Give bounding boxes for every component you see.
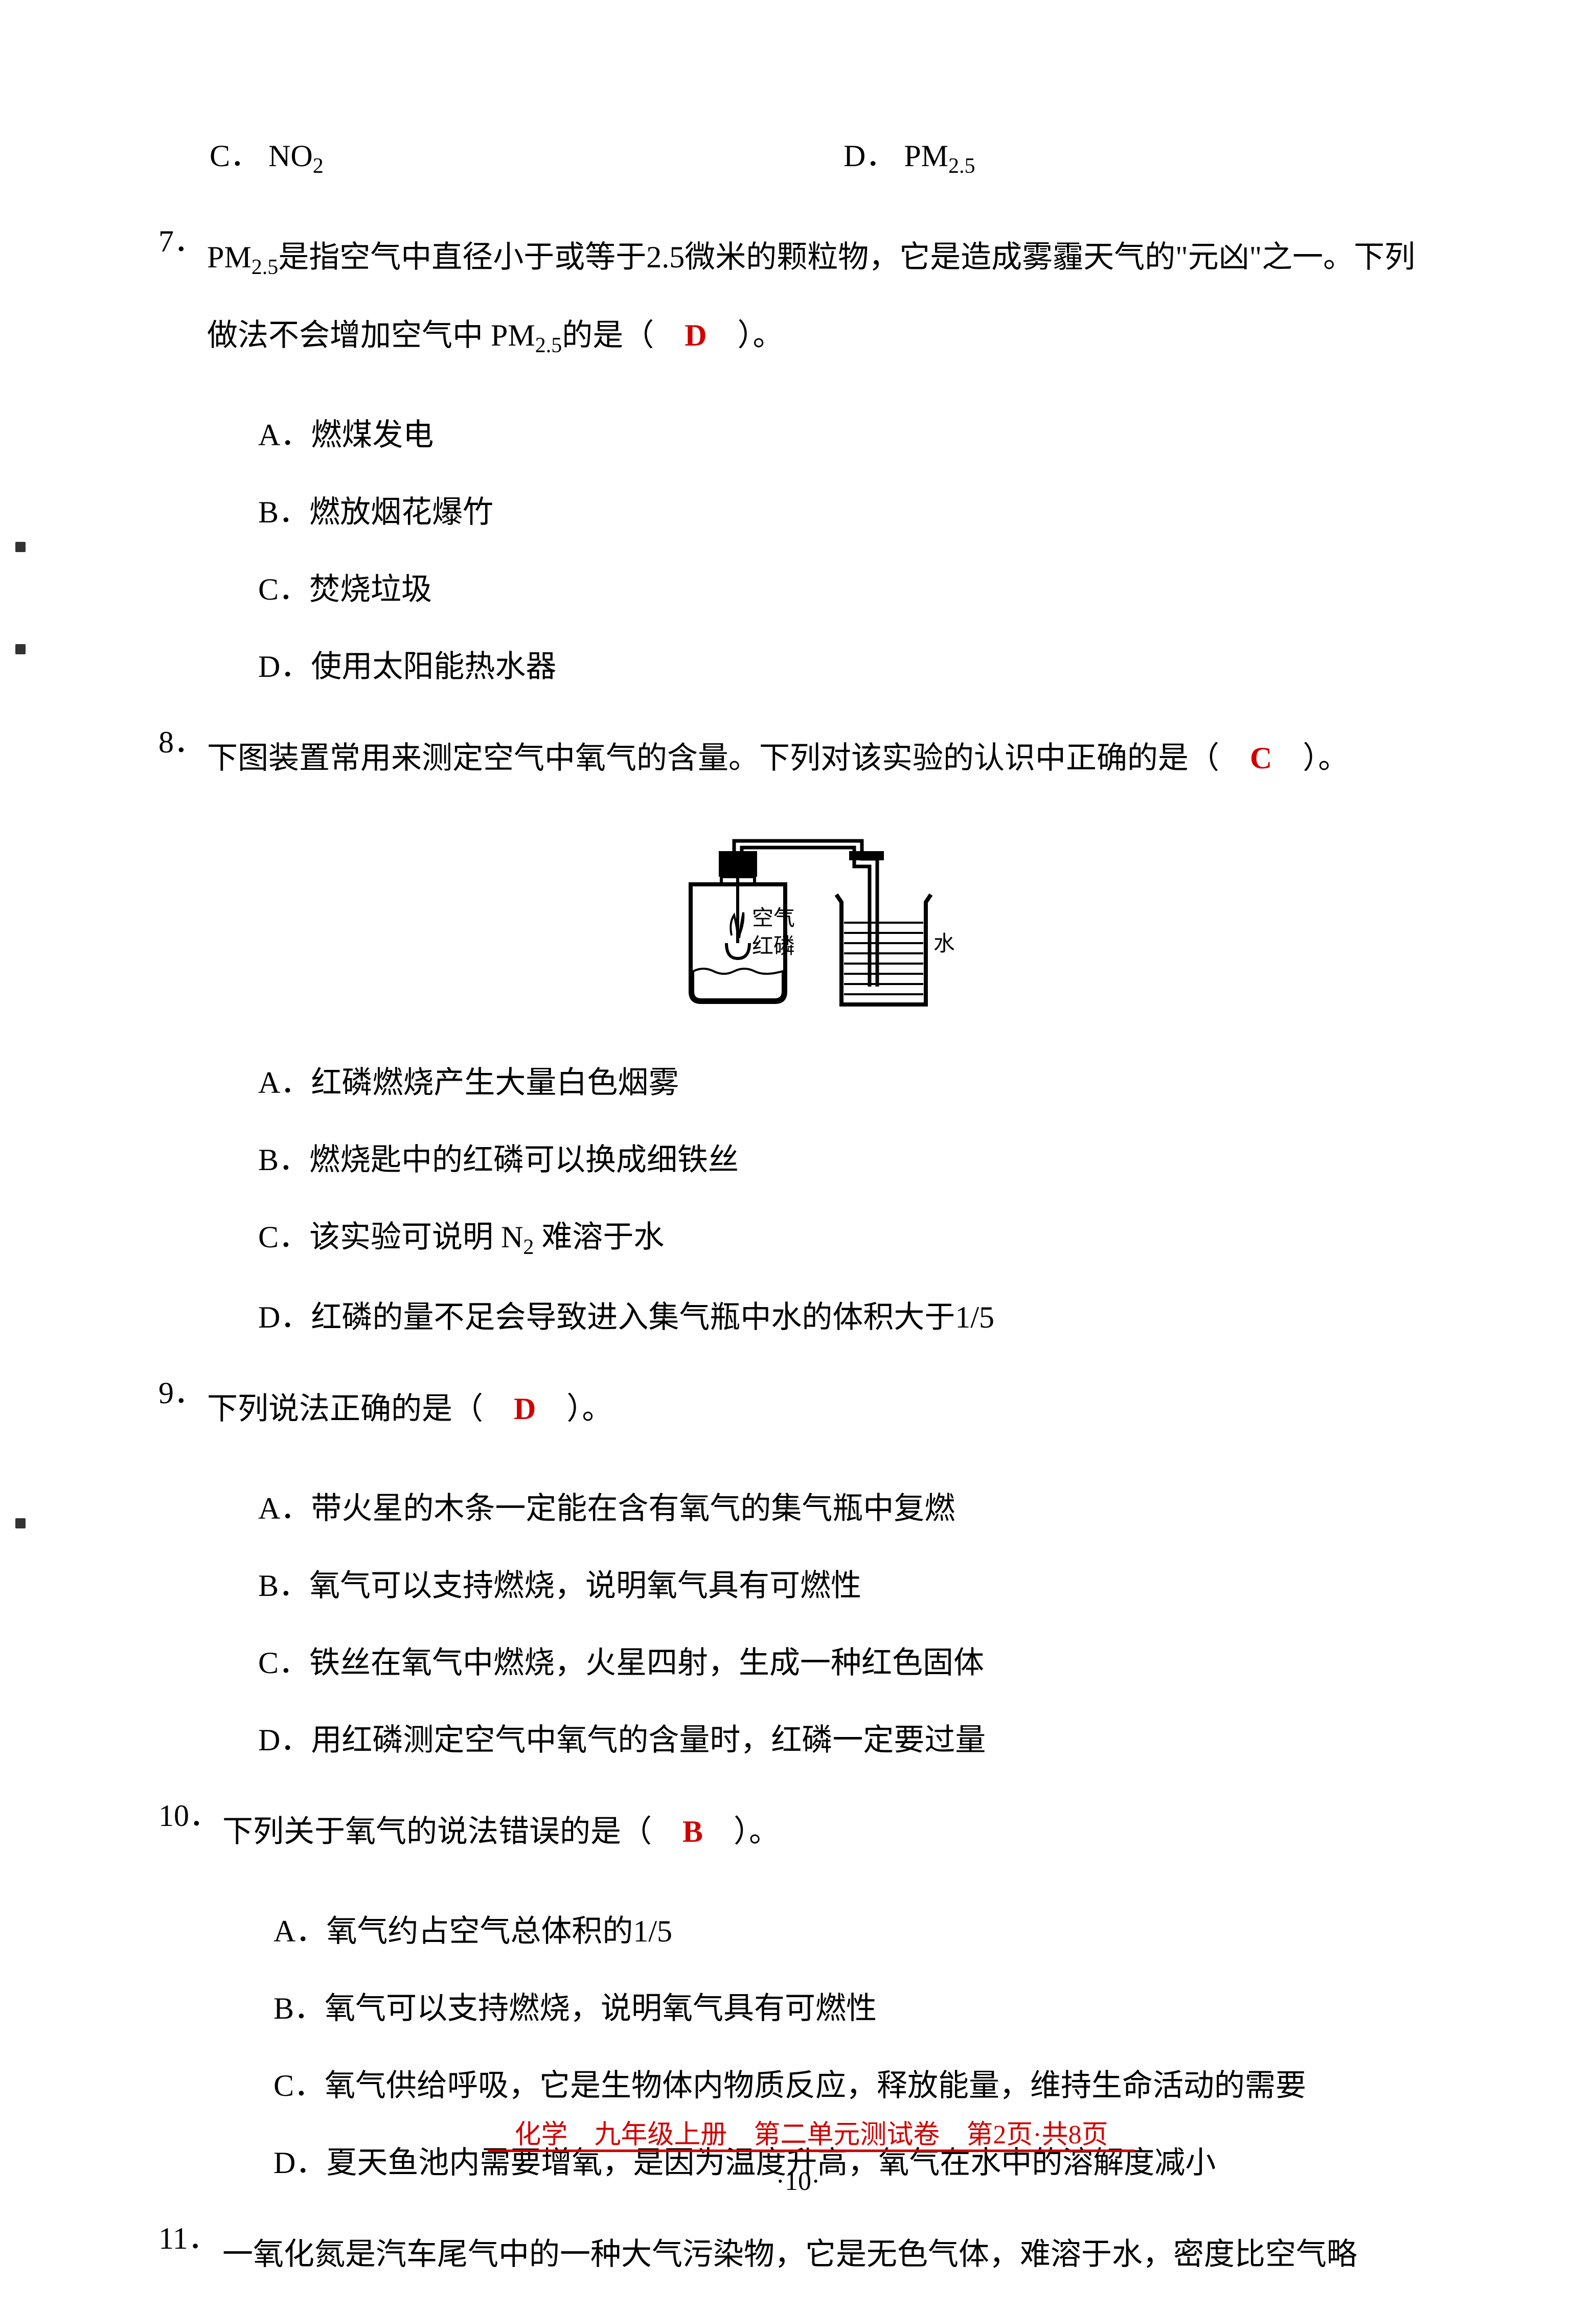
label-air: 空气 (752, 906, 795, 930)
question-number: 10． (158, 1793, 222, 1871)
q6-option-c: C． NO2 (210, 133, 843, 182)
q9-option-d: D．用红磷测定空气中氧气的含量时，红磷一定要过量 (158, 1716, 1443, 1765)
subscript: 2 (313, 154, 324, 178)
edge-mark (15, 542, 26, 552)
q10-option-c: C．氧气供给呼吸，它是生物体内物质反应，释放能量，维持生命活动的需要 (158, 2061, 1443, 2110)
page-footer: 化学 九年级上册 第二单元测试卷 第2页·共8页 ·10· (0, 2113, 1596, 2197)
question-8: 8． 下图装置常用来测定空气中氧气的含量。下列对该实验的认识中正确的是（ C ）… (158, 719, 1443, 1342)
option-label: C． (210, 139, 261, 173)
question-9: 9． 下列说法正确的是（ D ）。 A．带火星的木条一定能在含有氧气的集气瓶中复… (158, 1370, 1443, 1765)
question-number: 11． (158, 2215, 222, 2294)
answer: B (682, 1815, 703, 1848)
q9-option-c: C．铁丝在氧气中燃烧，火星四射，生成一种红色固体 (158, 1638, 1443, 1687)
question-number: 9． (158, 1370, 207, 1448)
question-11: 11． 一氧化氮是汽车尾气中的一种大气污染物，它是无色气体，难溶于水，密度比空气… (158, 2215, 1443, 2294)
edge-mark (15, 1518, 26, 1528)
q6-option-d: D． PM2.5 (843, 133, 975, 182)
q8-option-d: D．红磷的量不足会导致进入集气瓶中水的体积大于1/5 (158, 1293, 1443, 1342)
answer: D (514, 1392, 536, 1426)
q7-option-b: B．燃放烟花爆竹 (158, 488, 1443, 537)
q8-option-c: C．该实验可说明 N2 难溶于水 (158, 1213, 1443, 1265)
q10-option-b: B．氧气可以支持燃烧，说明氧气具有可燃性 (158, 1984, 1443, 2033)
page-number: ·10· (0, 2166, 1596, 2197)
label-phosphorus: 红磷 (752, 935, 795, 958)
apparatus-svg: 空气 红磷 水 (647, 833, 954, 1027)
q7-option-d: D．使用太阳能热水器 (158, 642, 1443, 691)
q8-option-b: B．燃烧匙中的红磷可以换成细铁丝 (158, 1135, 1443, 1184)
question-text: 一氧化氮是汽车尾气中的一种大气污染物，它是无色气体，难溶于水，密度比空气略 (222, 2215, 1443, 2294)
q8-option-a: A．红磷燃烧产生大量白色烟雾 (158, 1058, 1443, 1107)
label-water: 水 (933, 932, 954, 956)
question-7: 7． PM2.5是指空气中直径小于或等于2.5微米的颗粒物，它是造成雾霾天气的"… (158, 218, 1443, 691)
question-text: 下列说法正确的是（ D ）。 (207, 1370, 1443, 1448)
subscript: 2.5 (948, 154, 975, 178)
option-text: PM (904, 139, 948, 173)
question-number: 8． (158, 719, 207, 797)
q9-option-a: A．带火星的木条一定能在含有氧气的集气瓶中复燃 (158, 1484, 1443, 1533)
q7-option-a: A．燃煤发电 (158, 410, 1443, 460)
answer: C (1250, 741, 1272, 775)
option-label: D． (843, 139, 896, 173)
option-text: NO (268, 139, 313, 173)
experiment-diagram: 空气 红磷 水 (158, 833, 1443, 1027)
q10-option-a: A．氧气约占空气总体积的1/5 (158, 1907, 1443, 1956)
question-text: 下图装置常用来测定空气中氧气的含量。下列对该实验的认识中正确的是（ C ）。 (207, 719, 1443, 797)
question-text: 下列关于氧气的说法错误的是（ B ）。 (222, 1793, 1443, 1871)
question-text: PM2.5是指空气中直径小于或等于2.5微米的颗粒物，它是造成雾霾天气的"元凶"… (207, 218, 1443, 375)
answer: D (685, 318, 706, 352)
q6-options-cd: C． NO2 D． PM2.5 (158, 133, 1443, 182)
footer-breadcrumb: 化学 九年级上册 第二单元测试卷 第2页·共8页 (0, 2113, 1596, 2151)
edge-mark (15, 644, 26, 654)
q9-option-b: B．氧气可以支持燃烧，说明氧气具有可燃性 (158, 1561, 1443, 1610)
q7-option-c: C．焚烧垃圾 (158, 565, 1443, 614)
question-number: 7． (158, 218, 207, 375)
